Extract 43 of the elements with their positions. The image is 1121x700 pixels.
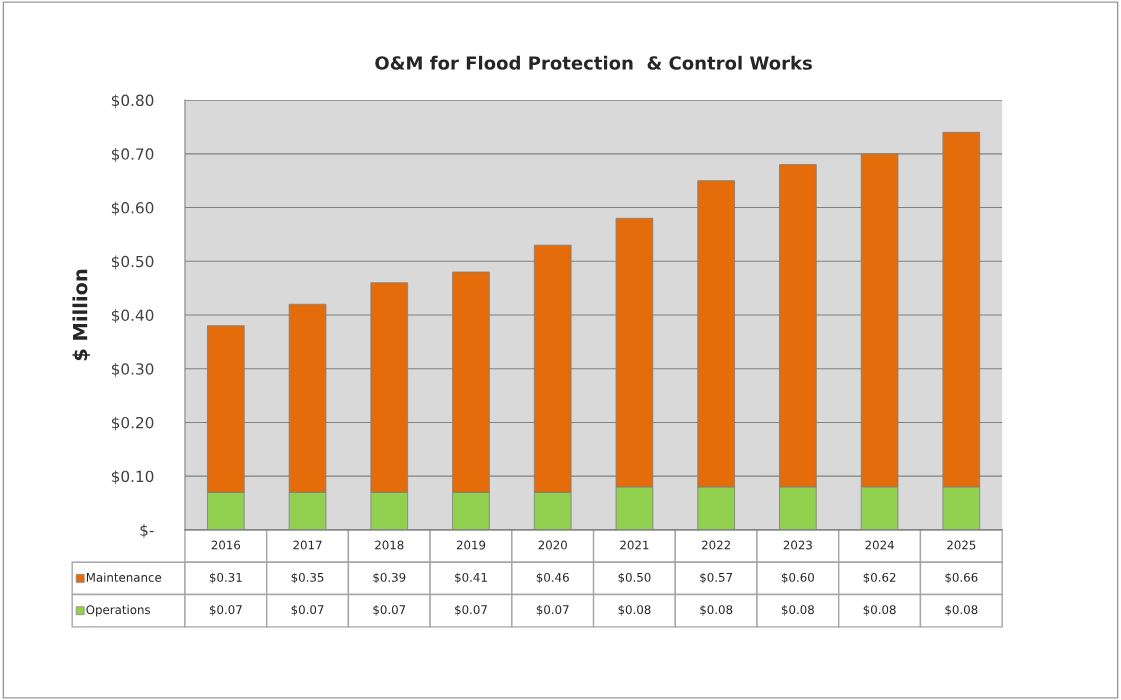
data-label: $0.08 (618, 604, 651, 616)
data-label: $0.41 (455, 572, 487, 584)
x-tick-label: 2023 (783, 540, 812, 550)
data-label: $0.08 (700, 604, 733, 616)
y-tick-label: $0.20 (111, 416, 154, 431)
y-axis-title: $ Million (72, 269, 91, 361)
data-label: $0.07 (536, 604, 569, 616)
chart-title: O&M for Flood Protection & Control Works (375, 55, 812, 70)
data-label: $0.07 (455, 604, 487, 616)
y-tick-label: $0.30 (111, 362, 154, 377)
data-label: $0.66 (945, 572, 978, 584)
x-tick-label: 2021 (620, 540, 649, 550)
data-label: $0.57 (700, 572, 733, 584)
data-label: $0.07 (373, 604, 406, 616)
y-tick-label: $0.50 (111, 255, 154, 270)
data-label: $0.07 (291, 604, 324, 616)
legend-label: Operations (86, 604, 151, 617)
y-tick-label: $- (140, 524, 154, 538)
data-label: $0.35 (291, 572, 324, 584)
x-tick-label: 2024 (865, 540, 894, 550)
y-tick-label: $0.60 (111, 201, 154, 216)
y-tick-label: $0.70 (111, 148, 154, 162)
data-label: $0.08 (781, 604, 814, 616)
data-label: $0.39 (373, 572, 406, 584)
x-tick-label: 2016 (211, 540, 241, 550)
data-label: $0.50 (618, 572, 651, 584)
x-tick-label: 2018 (375, 540, 404, 550)
data-label: $0.60 (781, 572, 814, 584)
x-tick-label: 2025 (947, 540, 976, 550)
data-label: $0.08 (945, 604, 978, 616)
data-label: $0.46 (536, 572, 569, 584)
x-tick-label: 2017 (293, 540, 322, 550)
y-tick-label: $0.40 (111, 309, 154, 324)
y-tick-label: $0.80 (111, 94, 154, 109)
x-tick-label: 2020 (538, 540, 567, 550)
data-label: $0.08 (863, 604, 896, 616)
data-label: $0.62 (863, 572, 896, 584)
data-label: $0.07 (209, 604, 242, 616)
data-label: $0.31 (209, 572, 242, 584)
legend-label: Maintenance (86, 572, 162, 582)
x-tick-label: 2019 (456, 540, 486, 550)
y-tick-label: $0.10 (111, 470, 154, 485)
x-tick-label: 2022 (701, 540, 730, 550)
